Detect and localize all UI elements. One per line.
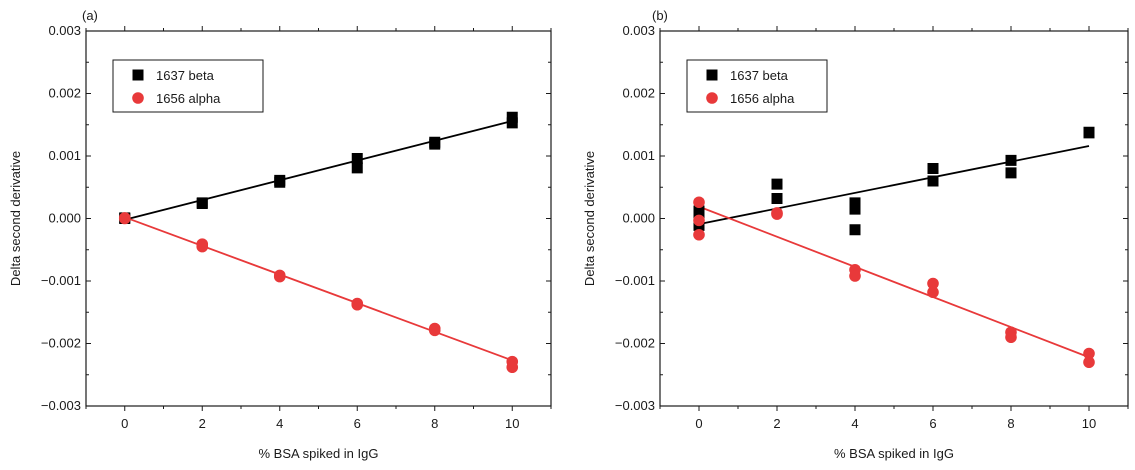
y-tick-label: 0.001 <box>622 148 655 163</box>
x-tick-label: 8 <box>431 416 438 431</box>
data-point-beta <box>771 193 783 204</box>
x-tick-label: 10 <box>505 416 519 431</box>
data-point-alpha <box>693 214 705 227</box>
data-point-alpha <box>927 277 939 290</box>
y-tick-label: 0.000 <box>622 211 655 226</box>
data-point-alpha <box>118 212 131 224</box>
panel-label: (a) <box>82 8 98 23</box>
data-point-beta <box>274 174 286 186</box>
data-point-beta <box>1083 126 1095 138</box>
y-tick-label: 0.000 <box>48 211 81 226</box>
y-tick-label: 0.003 <box>48 23 81 38</box>
y-tick-label: −0.003 <box>615 398 655 413</box>
data-point-beta <box>927 163 939 174</box>
x-tick-label: 0 <box>695 416 702 431</box>
chart-panel-b: −0.003 −0.002 −0.001 0.000 0.001 0.002 0.003 0 2… <box>582 8 1129 461</box>
data-point-alpha <box>351 298 364 311</box>
y-axis-title: Delta second derivative <box>582 151 597 286</box>
legend-marker-beta <box>132 69 144 81</box>
data-point-alpha <box>693 228 705 241</box>
data-point-beta <box>1005 154 1017 166</box>
y-tick-label: 0.003 <box>622 23 655 38</box>
x-tick-label: 6 <box>354 416 361 431</box>
legend-label: 1656 alpha <box>156 91 221 106</box>
legend-marker-alpha <box>706 92 718 104</box>
data-point-beta <box>849 203 861 215</box>
legend-marker-beta <box>706 69 718 81</box>
fit-line-alpha <box>698 205 1090 359</box>
y-axis-title: Delta second derivative <box>8 151 23 286</box>
data-point-beta <box>351 153 363 164</box>
y-tick-label: 0.002 <box>48 86 81 101</box>
data-point-alpha <box>1005 331 1017 344</box>
data-point-alpha <box>1083 347 1095 360</box>
data-point-alpha <box>273 270 286 283</box>
x-axis-title: % BSA spiked in IgG <box>259 446 379 461</box>
x-tick-label: 2 <box>773 416 780 431</box>
data-point-beta <box>196 197 208 209</box>
fit-line-alpha <box>124 216 513 362</box>
x-tick-label: 2 <box>199 416 206 431</box>
data-point-beta <box>849 197 861 209</box>
data-point-alpha <box>1083 356 1095 369</box>
x-axis-title: % BSA spiked in IgG <box>834 446 954 461</box>
legend-label: 1637 beta <box>730 68 789 83</box>
fit-line-beta <box>124 120 513 221</box>
x-tick-label: 10 <box>1082 416 1096 431</box>
legend-label: 1637 beta <box>156 68 215 83</box>
x-tick-label: 4 <box>851 416 858 431</box>
data-point-beta <box>506 111 518 123</box>
data-point-alpha <box>849 270 861 282</box>
y-tick-label: −0.001 <box>615 273 655 288</box>
data-point-beta <box>429 136 441 148</box>
data-point-alpha <box>506 361 519 374</box>
y-tick-label: −0.003 <box>41 398 81 413</box>
data-point-alpha <box>771 207 783 219</box>
data-point-beta <box>927 175 939 187</box>
data-point-beta <box>506 117 518 129</box>
y-tick-label: 0.002 <box>622 86 655 101</box>
legend-marker-alpha <box>132 92 144 104</box>
data-point-beta <box>849 224 861 236</box>
legend: 1637 beta 1656 alpha <box>686 59 828 113</box>
chart-panel-a: −0.003 −0.002 −0.001 0.000 0.001 0.002 0.003 0 2… <box>8 8 552 461</box>
data-point-alpha <box>693 196 705 209</box>
data-point-beta <box>351 162 363 174</box>
data-point-alpha <box>196 240 209 253</box>
y-tick-label: 0.001 <box>48 148 81 163</box>
x-tick-label: 8 <box>1007 416 1014 431</box>
panel-label: (b) <box>652 8 668 23</box>
y-tick-label: −0.002 <box>41 336 81 351</box>
y-tick-label: −0.001 <box>41 273 81 288</box>
y-tick-label: −0.002 <box>615 336 655 351</box>
data-point-beta <box>1005 167 1017 179</box>
data-point-beta <box>771 178 783 190</box>
x-tick-label: 6 <box>929 416 936 431</box>
fit-line-beta <box>698 145 1090 226</box>
data-point-alpha <box>428 324 441 337</box>
legend: 1637 beta 1656 alpha <box>112 59 264 113</box>
x-tick-label: 4 <box>276 416 283 431</box>
legend-label: 1656 alpha <box>730 91 795 106</box>
data-point-beta <box>693 205 705 217</box>
data-point-alpha <box>927 286 939 299</box>
x-tick-label: 0 <box>121 416 128 431</box>
